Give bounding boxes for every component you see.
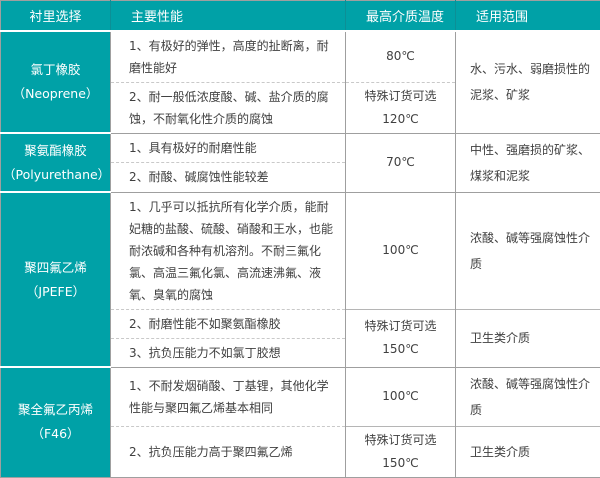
lining-alias: （F46） [3,422,108,446]
lining-alias: （Neoprene） [3,82,108,106]
performance-cell: 2、耐酸、碱腐蚀性能较差 [111,163,346,193]
application-cell: 卫生类介质 [456,309,600,367]
performance-cell: 2、抗负压能力高于聚四氟乙烯 [111,426,346,477]
lining-name: 聚氨酯橡胶 [3,139,108,163]
temperature-cell: 特殊订货可选 150℃ [346,426,456,477]
header-application-range: 适用范围 [456,1,600,31]
temperature-note: 特殊订货可选 [348,315,453,338]
table-row: 聚氨酯橡胶 （Polyurethane） 1、具有极好的耐磨性能 70℃ 中性、… [1,133,600,163]
lining-alias: （Polyurethane） [3,163,108,187]
performance-cell: 2、耐磨性能不如聚氨酯橡胶 [111,309,346,338]
temperature-value: 150℃ [348,452,453,475]
lining-cell-f46: 聚全氟乙丙烯 （F46） [1,367,111,477]
lining-name: 聚全氟乙丙烯 [3,398,108,422]
lining-name: 聚四氟乙烯 [3,256,108,280]
performance-cell: 1、有极好的弹性，高度的扯断离，耐磨性能好 [111,31,346,83]
temperature-note: 特殊订货可选 [348,85,453,108]
temperature-cell: 100℃ [346,192,456,309]
temperature-note: 特殊订货可选 [348,429,453,452]
temperature-value: 80℃ [348,45,453,68]
temperature-cell: 80℃ [346,31,456,83]
temperature-cell: 70℃ [346,133,456,192]
table-row: 聚全氟乙丙烯 （F46） 1、不耐发烟硝酸、丁基锂，其他化学性能与聚四氟乙烯基本… [1,367,600,426]
lining-name: 氯丁橡胶 [3,58,108,82]
application-cell: 卫生类介质 [456,426,600,477]
table-row: 氯丁橡胶 （Neoprene） 1、有极好的弹性，高度的扯断离，耐磨性能好 80… [1,31,600,83]
header-main-performance: 主要性能 [111,1,346,31]
table-header-row: 衬里选择 主要性能 最高介质温度 适用范围 [1,1,600,31]
temperature-value: 120℃ [348,108,453,131]
performance-cell: 2、耐一般低浓度酸、碱、盐介质的腐蚀，不耐氧化性介质的腐蚀 [111,82,346,133]
application-cell: 浓酸、碱等强腐蚀性介质 [456,192,600,309]
application-cell: 浓酸、碱等强腐蚀性介质 [456,367,600,426]
temperature-value: 150℃ [348,338,453,361]
temperature-cell: 特殊订货可选 150℃ [346,309,456,367]
temperature-cell: 100℃ [346,367,456,426]
temperature-cell: 特殊订货可选 120℃ [346,82,456,133]
temperature-value: 100℃ [348,239,453,262]
performance-cell: 3、抗负压能力不如氯丁胶想 [111,338,346,367]
header-max-medium-temperature: 最高介质温度 [346,1,456,31]
header-lining-selection: 衬里选择 [1,1,111,31]
performance-cell: 1、不耐发烟硝酸、丁基锂，其他化学性能与聚四氟乙烯基本相同 [111,367,346,426]
lining-cell-jpefe: 聚四氟乙烯 （JPEFE） [1,192,111,367]
application-cell: 水、污水、弱磨损性的泥浆、矿浆 [456,31,600,134]
performance-cell: 1、几乎可以抵抗所有化学介质，能耐妃糖的盐酸、硫酸、硝酸和王水，也能耐浓碱和各种… [111,192,346,309]
lining-alias: （JPEFE） [3,280,108,304]
lining-cell-neoprene: 氯丁橡胶 （Neoprene） [1,31,111,134]
temperature-value: 70℃ [348,151,453,174]
lining-cell-polyurethane: 聚氨酯橡胶 （Polyurethane） [1,133,111,192]
application-cell: 中性、强磨损的矿浆、煤浆和泥浆 [456,133,600,192]
table-row: 聚四氟乙烯 （JPEFE） 1、几乎可以抵抗所有化学介质，能耐妃糖的盐酸、硫酸、… [1,192,600,309]
temperature-value: 100℃ [348,385,453,408]
performance-cell: 1、具有极好的耐磨性能 [111,133,346,163]
